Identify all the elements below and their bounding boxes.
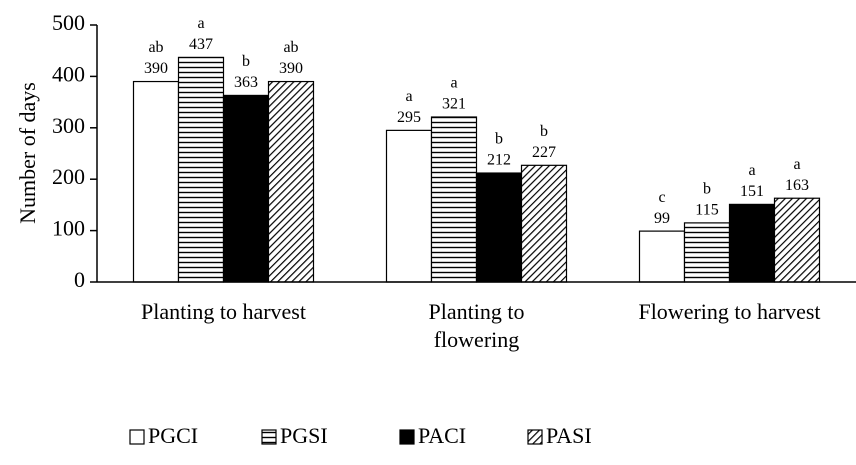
bar [430, 116, 478, 283]
value-label: 99 [654, 210, 670, 227]
significance-letter: b [242, 53, 250, 70]
significance-letter: a [748, 162, 755, 179]
value-label: 363 [234, 74, 258, 91]
y-tick-label: 500 [52, 10, 85, 35]
x-tick-label: Flowering to harvest [638, 299, 821, 324]
bar [177, 56, 225, 283]
significance-letter: b [703, 181, 711, 198]
bar [475, 172, 523, 283]
bar [520, 164, 568, 283]
legend-label: PACI [418, 423, 466, 448]
value-label: 390 [144, 60, 168, 77]
legend-swatch [261, 429, 277, 445]
y-tick-label: 0 [74, 267, 85, 292]
significance-letter: a [197, 15, 204, 32]
significance-letter: a [793, 156, 800, 173]
legend-swatch [129, 429, 145, 445]
y-tick-label: 100 [52, 216, 85, 241]
significance-letter: a [405, 88, 412, 105]
value-label: 151 [740, 183, 764, 200]
significance-letter: a [450, 75, 457, 92]
bar [222, 94, 270, 283]
significance-letter: c [658, 189, 665, 206]
y-tick-label: 200 [52, 164, 85, 189]
x-tick-label: Planting to flowering [428, 299, 525, 352]
y-tick-label: 400 [52, 61, 85, 86]
bar [638, 230, 686, 283]
significance-letter: ab [283, 39, 298, 56]
value-label: 295 [397, 109, 421, 126]
bar [267, 80, 315, 283]
bar [132, 80, 180, 283]
value-label: 163 [785, 177, 809, 194]
y-tick-label: 300 [52, 113, 85, 138]
significance-letter: b [495, 131, 503, 148]
legend-swatch [399, 429, 415, 445]
bar [683, 222, 731, 283]
bar [385, 129, 433, 283]
legend-label: PGSI [280, 423, 328, 448]
value-label: 321 [442, 96, 466, 113]
significance-letter: b [540, 123, 548, 140]
value-label: 437 [189, 36, 213, 53]
value-label: 212 [487, 152, 511, 169]
legend-label: PGCI [148, 423, 198, 448]
value-label: 390 [279, 60, 303, 77]
value-label: 115 [695, 202, 718, 219]
bar [728, 203, 776, 283]
legend-label: PASI [546, 423, 592, 448]
x-tick-label: Planting to harvest [141, 299, 306, 324]
legend-swatch [527, 429, 543, 445]
y-axis-label: Number of days [15, 82, 40, 224]
value-label: 227 [532, 144, 556, 161]
significance-letter: ab [148, 39, 163, 56]
bar [773, 197, 821, 283]
